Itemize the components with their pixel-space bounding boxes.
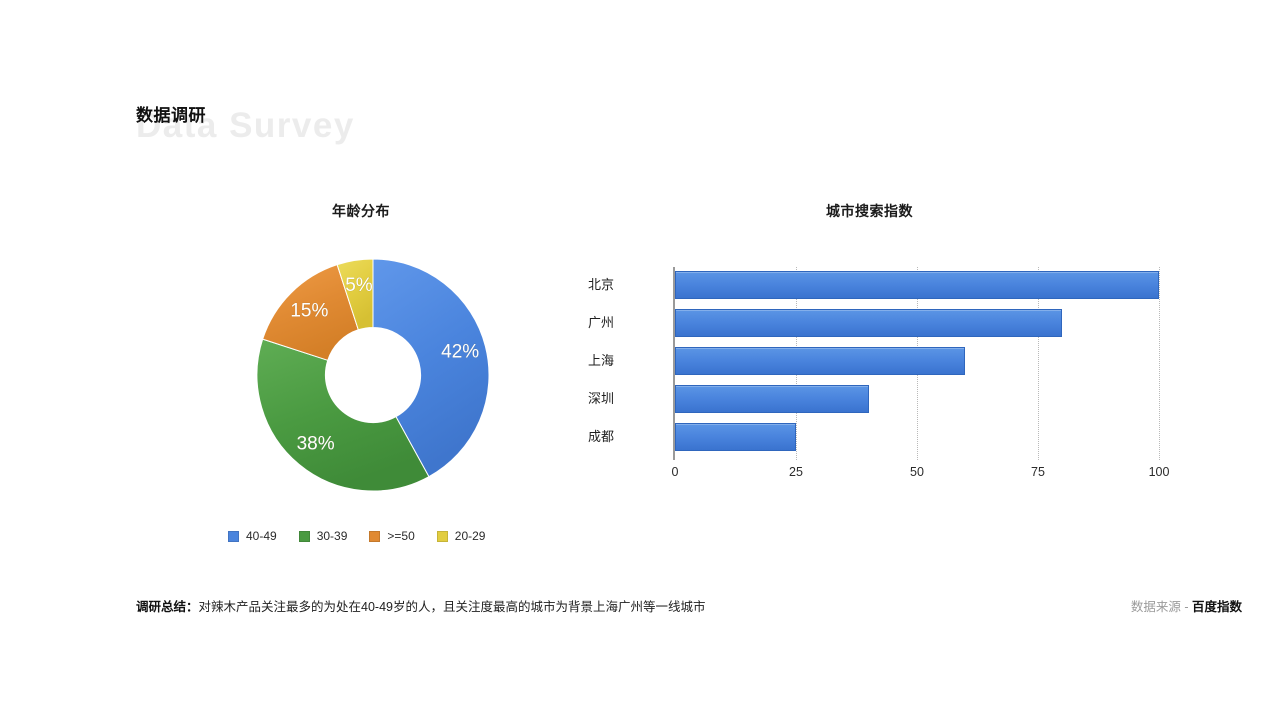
table-row[interactable] — [675, 347, 966, 375]
legend-item-30-39[interactable]: 30-39 — [298, 529, 348, 543]
bar-category-label: 深圳 — [587, 391, 614, 406]
table-row[interactable] — [675, 385, 869, 413]
city-search-index-bar-chart: 北京广州上海深圳成都 0 25 50 75 100 — [588, 265, 1180, 485]
survey-summary: 调研总结：对辣木产品关注最多的为处在40-49岁的人，且关注度最高的城市为背景上… — [136, 598, 706, 616]
donut-value-label: 5% — [345, 275, 373, 296]
table-row[interactable] — [675, 309, 1063, 337]
legend-item--50[interactable]: >=50 — [369, 529, 415, 543]
bar-rect[interactable] — [675, 423, 796, 451]
bar-rect[interactable] — [675, 309, 1063, 337]
donut-slice-group — [256, 258, 490, 492]
bar-chart-y-axis — [673, 267, 675, 460]
donut-value-label: 15% — [290, 300, 328, 321]
legend-swatch-icon — [228, 530, 239, 542]
page-title-watermark: Data Survey — [136, 106, 355, 145]
x-axis-tick-label: 75 — [1031, 465, 1045, 479]
donut-chart-legend: 40-49 30-39 >=50 20-29 — [228, 530, 485, 542]
bar-category-label: 北京 — [587, 277, 614, 292]
legend-item-label: 30-39 — [316, 529, 348, 543]
bar-category-label: 成都 — [587, 429, 614, 444]
bar-rect[interactable] — [675, 271, 1159, 299]
bar-category-label: 广州 — [587, 315, 614, 330]
gridline — [1159, 267, 1161, 460]
data-source-note: 数据来源 - 百度指数 — [1131, 598, 1242, 616]
data-source-name: 百度指数 — [1191, 600, 1242, 614]
donut-value-label: 38% — [297, 433, 335, 454]
legend-item-40-49[interactable]: 40-49 — [228, 530, 277, 542]
donut-slice-30-39[interactable] — [256, 338, 430, 492]
donut-slice--50[interactable] — [262, 264, 359, 361]
legend-swatch-icon — [369, 530, 381, 542]
table-row[interactable] — [675, 271, 1159, 299]
bar-rect[interactable] — [675, 385, 869, 413]
x-axis-tick-label: 50 — [910, 465, 924, 479]
age-distribution-donut-chart: 42% 38% 15% 5% — [255, 257, 491, 493]
x-axis-tick-label: 25 — [789, 465, 803, 479]
table-row[interactable] — [675, 423, 796, 451]
bar-rect[interactable] — [675, 347, 966, 375]
donut-slice-40-49[interactable] — [372, 258, 490, 478]
legend-item-label: 40-49 — [246, 529, 277, 543]
survey-summary-text: 对辣木产品关注最多的为处在40-49岁的人，且关注度最高的城市为背景上海广州等一… — [198, 600, 706, 614]
legend-swatch-icon — [298, 530, 310, 542]
donut-value-label-group: 42% 38% 15% 5% — [290, 275, 480, 455]
page-title: 数据调研 — [136, 106, 206, 125]
bar-category-label: 上海 — [587, 353, 614, 368]
data-source-prefix: 数据来源 - — [1130, 600, 1192, 614]
x-axis-tick-label: 100 — [1148, 465, 1170, 479]
donut-value-label: 42% — [441, 342, 479, 363]
donut-chart-title: 年龄分布 — [332, 203, 390, 219]
legend-item-label: >=50 — [387, 529, 415, 543]
x-axis-tick-label: 0 — [671, 465, 679, 479]
survey-summary-label: 调研总结： — [136, 600, 199, 614]
legend-item-label: 20-29 — [454, 529, 486, 543]
donut-slice-20-29[interactable] — [336, 258, 374, 331]
legend-item-20-29[interactable]: 20-29 — [436, 529, 486, 543]
gridline — [1038, 267, 1040, 460]
bar-chart-title: 城市搜索指数 — [826, 203, 913, 219]
legend-swatch-icon — [436, 530, 448, 542]
donut-svg: 42% 38% 15% 5% — [256, 258, 490, 492]
